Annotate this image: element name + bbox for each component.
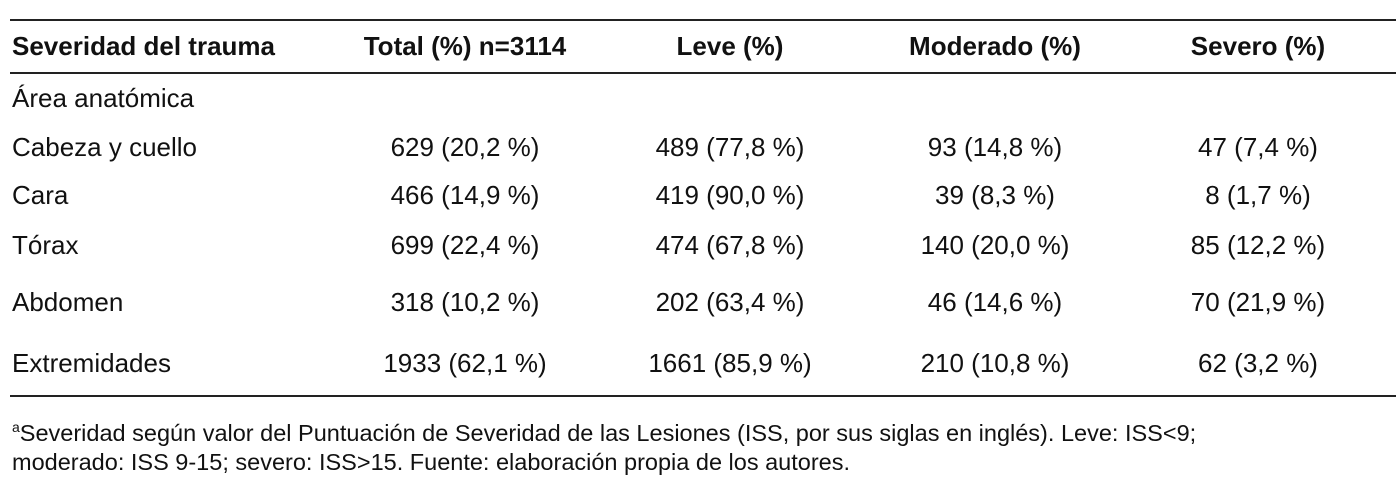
table-cell: 46 (14,6 %) — [927, 287, 1063, 317]
section-label: Área anatómica — [12, 83, 195, 113]
column-header: Leve (%) — [676, 31, 784, 61]
footnote-text-1: Severidad según valor del Puntuación de … — [19, 419, 1197, 446]
table-cell: 47 (7,4 %) — [1198, 132, 1318, 162]
top-rule — [10, 19, 1396, 21]
table-cell: 85 (12,2 %) — [1190, 230, 1326, 260]
table-cell: 1661 (85,9 %) — [648, 348, 812, 378]
footnote-line-1: aSeveridad según valor del Puntuación de… — [12, 410, 1196, 450]
table-cell: 466 (14,9 %) — [390, 180, 540, 210]
column-header: Total (%) n=3114 — [363, 31, 567, 61]
table-cell: 8 (1,7 %) — [1205, 180, 1311, 210]
table-cell: 70 (21,9 %) — [1190, 287, 1326, 317]
column-header: Severo (%) — [1190, 31, 1326, 61]
table-cell: 629 (20,2 %) — [390, 132, 540, 162]
table-cell: 210 (10,8 %) — [920, 348, 1070, 378]
bottom-rule — [10, 395, 1396, 397]
row-label: Abdomen — [12, 287, 124, 317]
table-cell: 474 (67,8 %) — [655, 230, 805, 260]
row-label: Extremidades — [12, 348, 171, 378]
row-label: Cara — [12, 180, 69, 210]
row-label: Tórax — [12, 230, 79, 260]
row-label: Cabeza y cuello — [12, 132, 197, 162]
table-cell: 318 (10,2 %) — [390, 287, 540, 317]
table-cell: 39 (8,3 %) — [935, 180, 1055, 210]
column-header: Moderado (%) — [909, 31, 1081, 61]
table-cell: 93 (14,8 %) — [927, 132, 1063, 162]
table-cell: 419 (90,0 %) — [655, 180, 805, 210]
table-cell: 62 (3,2 %) — [1198, 348, 1318, 378]
footnote-marker: a — [12, 419, 20, 435]
table-cell: 1933 (62,1 %) — [383, 348, 547, 378]
table-cell: 699 (22,4 %) — [390, 230, 540, 260]
table-cell: 140 (20,0 %) — [920, 230, 1070, 260]
column-header: Severidad del trauma — [12, 31, 275, 61]
header-rule — [10, 72, 1396, 74]
table-cell: 489 (77,8 %) — [655, 132, 805, 162]
footnote-line-2: moderado: ISS 9-15; severo: ISS>15. Fuen… — [12, 449, 851, 475]
table-cell: 202 (63,4 %) — [655, 287, 805, 317]
